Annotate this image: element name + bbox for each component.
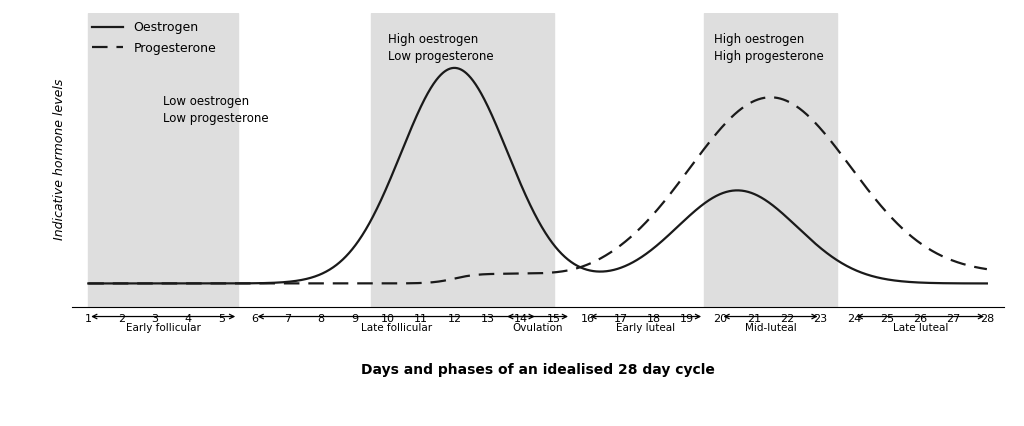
Bar <box>88 13 238 307</box>
Oestrogen <box>496 136 508 141</box>
Progesterone <box>955 261 968 266</box>
Progesterone <box>954 261 967 266</box>
Oestrogen <box>519 193 531 198</box>
Text: Late follicular: Late follicular <box>360 322 432 333</box>
Y-axis label: Indicative hormone levels: Indicative hormone levels <box>53 79 67 240</box>
Progesterone <box>765 95 777 100</box>
Progesterone <box>496 271 508 276</box>
Progesterone <box>981 267 993 272</box>
Line: Oestrogen: Oestrogen <box>88 68 987 283</box>
Bar <box>703 13 837 307</box>
Text: Early follicular: Early follicular <box>126 322 201 333</box>
Text: High oestrogen
High progesterone: High oestrogen High progesterone <box>714 33 823 63</box>
Text: Early luteal: Early luteal <box>616 322 675 333</box>
Oestrogen <box>82 281 94 286</box>
Oestrogen <box>954 281 967 286</box>
Progesterone <box>82 281 94 286</box>
Text: Low oestrogen
Low progesterone: Low oestrogen Low progesterone <box>163 95 269 125</box>
Progesterone <box>128 281 140 286</box>
Oestrogen <box>981 281 993 286</box>
X-axis label: Days and phases of an idealised 28 day cycle: Days and phases of an idealised 28 day c… <box>360 363 715 377</box>
Line: Progesterone: Progesterone <box>88 97 987 283</box>
Progesterone <box>519 271 531 276</box>
Text: High oestrogen
Low progesterone: High oestrogen Low progesterone <box>388 33 494 63</box>
Oestrogen <box>449 65 461 70</box>
Bar <box>371 13 554 307</box>
Oestrogen <box>955 281 968 286</box>
Progesterone <box>791 104 803 109</box>
Legend: Oestrogen, Progesterone: Oestrogen, Progesterone <box>87 16 221 60</box>
Oestrogen <box>791 224 803 229</box>
Text: Ovulation: Ovulation <box>512 322 563 333</box>
Text: Late luteal: Late luteal <box>893 322 948 333</box>
Oestrogen <box>128 281 140 286</box>
Text: Mid-luteal: Mid-luteal <box>744 322 797 333</box>
